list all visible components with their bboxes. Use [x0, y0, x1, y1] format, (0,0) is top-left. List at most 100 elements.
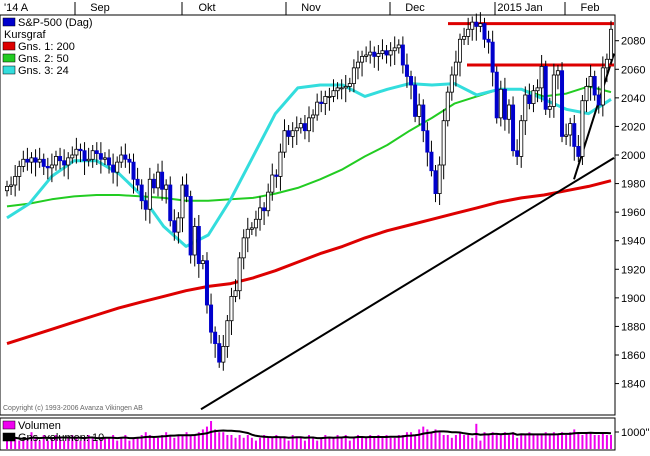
candle-body [270, 174, 275, 193]
y-tick-label: 2060 [621, 64, 645, 76]
y-tick-label: 1960 [621, 207, 645, 219]
candle-body [168, 184, 173, 222]
candle-body [131, 161, 136, 180]
candle-body [596, 94, 601, 106]
candle-body [176, 217, 181, 233]
candle-body [200, 260, 205, 264]
legend-label: Kursgraf [4, 29, 47, 41]
x-tick-label: Dec [405, 2, 425, 14]
candle-body [90, 150, 95, 160]
candle-body [335, 87, 340, 92]
x-tick-label: Nov [301, 2, 321, 14]
candle-body [433, 170, 438, 194]
candle-body [609, 28, 614, 60]
candle-body [343, 86, 348, 89]
candle-body [584, 86, 589, 102]
candle-body [70, 154, 75, 159]
candle-body [86, 158, 91, 162]
candle-body [331, 90, 336, 97]
candle-body [107, 157, 112, 166]
candle-body [364, 54, 369, 57]
candle-body [445, 91, 450, 122]
candle-body [449, 74, 454, 93]
y-tick-label: 1940 [621, 236, 645, 248]
candle-body [429, 151, 434, 172]
candle-body [592, 76, 597, 96]
candle-body [241, 237, 246, 259]
candle-body [302, 123, 307, 132]
candle-body [417, 104, 422, 117]
candle-body [323, 96, 328, 104]
candle-body [258, 207, 263, 220]
candle-body [351, 67, 356, 84]
candle-body [78, 148, 83, 152]
candle-body [253, 218, 258, 229]
candle-body [127, 158, 132, 163]
volume-average-line [6, 429, 612, 442]
legend-swatch [2, 65, 16, 75]
candle-body [380, 50, 385, 54]
candle-body [384, 50, 389, 56]
candle-body [347, 83, 352, 87]
candle-body [82, 150, 87, 162]
candle-body [560, 70, 565, 137]
candle-body [160, 171, 165, 190]
candle-body [315, 101, 320, 116]
candle-body [486, 38, 491, 43]
x-tick-label: Sep [90, 2, 110, 14]
candle-body [502, 88, 507, 120]
candle-body [547, 106, 552, 110]
y-tick-label: 2000 [621, 150, 645, 162]
candle-body [74, 148, 79, 156]
legend-swatch [2, 41, 16, 51]
candle-body [217, 343, 222, 363]
candle-body [21, 158, 26, 167]
candle-body [413, 84, 418, 117]
candle-body [94, 150, 99, 154]
moving-average-lines [6, 82, 612, 346]
x-tick-label: Feb [581, 2, 600, 14]
candle-body [535, 87, 540, 92]
candle-body [115, 161, 120, 173]
legend-label: Gns. 3: 24 [18, 65, 69, 77]
copyright-text: Copyright (c) 1993-2006 Avanza Vikingen … [3, 405, 143, 412]
candle-body [262, 207, 267, 212]
candle-body [66, 157, 71, 166]
candle-body [388, 50, 393, 56]
candle-body [290, 130, 295, 137]
candle-body [568, 123, 573, 136]
y-axis: 1840 1860 1880 1900 1920 1940 1960 1980 2000 2020… [615, 36, 645, 391]
candle-body [209, 304, 214, 333]
candle-body [494, 71, 499, 119]
candle-body [294, 127, 299, 132]
volume-legend-swatch [2, 432, 16, 442]
candle-body [147, 178, 152, 210]
volume-legend-label: Gns. volumen: 10 [18, 432, 104, 444]
candle-body [519, 120, 524, 157]
candle-body [551, 74, 556, 107]
candle-body [164, 184, 169, 190]
candle-body [498, 88, 503, 119]
candle-body [172, 220, 177, 233]
y-tick-label: 1860 [621, 350, 645, 362]
candle-body [490, 41, 495, 73]
candle-body [555, 70, 560, 76]
candle-body [41, 158, 46, 167]
plot-area [0, 14, 616, 416]
candle-body [98, 153, 103, 160]
candle-body [184, 184, 189, 197]
candle-body [404, 64, 409, 77]
candle-body [266, 191, 271, 212]
y-tick-label: 1840 [621, 379, 645, 391]
candle-body [523, 94, 528, 122]
candle-body [233, 290, 238, 297]
candle-body [196, 226, 201, 264]
candle-body [102, 157, 107, 160]
candle-body [355, 61, 360, 69]
y-tick-label: 2020 [621, 121, 645, 133]
candles [5, 12, 614, 371]
candle-body [396, 44, 401, 49]
candle-body [409, 76, 414, 86]
